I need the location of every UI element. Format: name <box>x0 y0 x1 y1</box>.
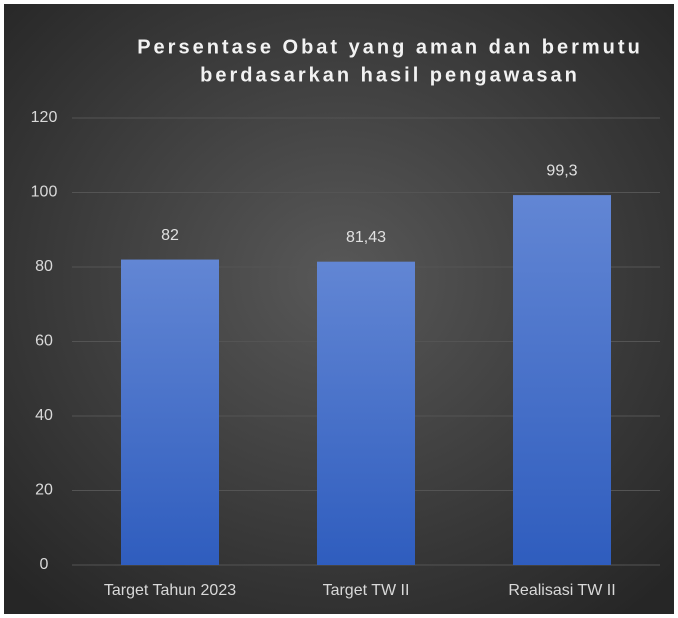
y-tick-label: 120 <box>31 109 58 126</box>
y-tick-label: 40 <box>35 407 53 424</box>
chart-title: berdasarkan hasil pengawasan <box>200 64 580 86</box>
y-tick-label: 20 <box>35 482 53 499</box>
y-tick-label: 0 <box>40 556 49 573</box>
y-tick-label: 60 <box>35 333 53 350</box>
bar <box>513 195 611 566</box>
y-tick-label: 80 <box>35 258 53 275</box>
data-label: 81,43 <box>346 229 386 246</box>
bar <box>317 261 415 565</box>
x-tick-label: Target TW II <box>323 582 410 599</box>
data-label: 82 <box>161 227 179 244</box>
chart-title: Persentase Obat yang aman dan bermutu <box>137 36 643 58</box>
data-label: 99,3 <box>546 162 577 179</box>
bar <box>121 259 219 565</box>
x-tick-label: Target Tahun 2023 <box>104 582 236 599</box>
y-tick-label: 100 <box>31 184 58 201</box>
x-tick-label: Realisasi TW II <box>508 582 615 599</box>
